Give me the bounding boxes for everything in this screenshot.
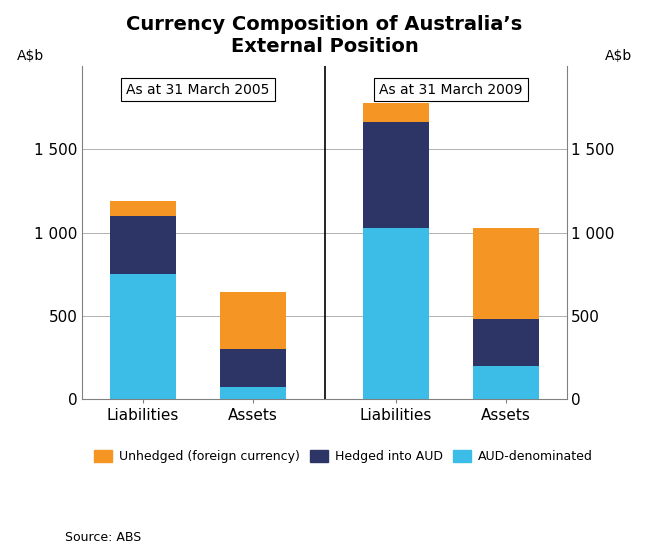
Text: As at 31 March 2005: As at 31 March 2005 [127, 82, 270, 97]
Bar [220, 349, 286, 386]
Bar [363, 103, 429, 122]
Bar [473, 319, 539, 366]
Bar [110, 216, 176, 274]
Legend: Unhedged (foreign currency), Hedged into AUD, AUD-denominated: Unhedged (foreign currency), Hedged into… [89, 445, 598, 468]
Title: Currency Composition of Australia’s
External Position: Currency Composition of Australia’s Exte… [127, 15, 522, 56]
Text: Source: ABS: Source: ABS [65, 530, 141, 544]
Bar [110, 274, 176, 399]
Text: A$b: A$b [16, 48, 43, 63]
Text: A$b: A$b [606, 48, 633, 63]
Bar [473, 366, 539, 399]
Bar [220, 293, 286, 349]
Text: As at 31 March 2009: As at 31 March 2009 [379, 82, 522, 97]
Bar [220, 386, 286, 399]
Bar [363, 122, 429, 228]
Bar [110, 201, 176, 216]
Bar [473, 228, 539, 319]
Bar [363, 228, 429, 399]
